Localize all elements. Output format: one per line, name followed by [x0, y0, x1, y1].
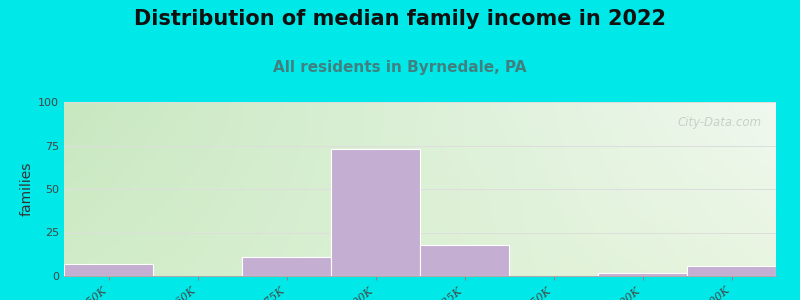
Text: City-Data.com: City-Data.com — [678, 116, 762, 129]
Y-axis label: families: families — [20, 162, 34, 216]
Bar — [64, 264, 153, 276]
Bar — [687, 266, 776, 276]
Text: All residents in Byrnedale, PA: All residents in Byrnedale, PA — [274, 60, 526, 75]
Text: Distribution of median family income in 2022: Distribution of median family income in … — [134, 9, 666, 29]
Bar — [331, 149, 420, 276]
Bar — [242, 257, 331, 276]
Bar — [420, 245, 509, 276]
Bar — [598, 272, 687, 276]
